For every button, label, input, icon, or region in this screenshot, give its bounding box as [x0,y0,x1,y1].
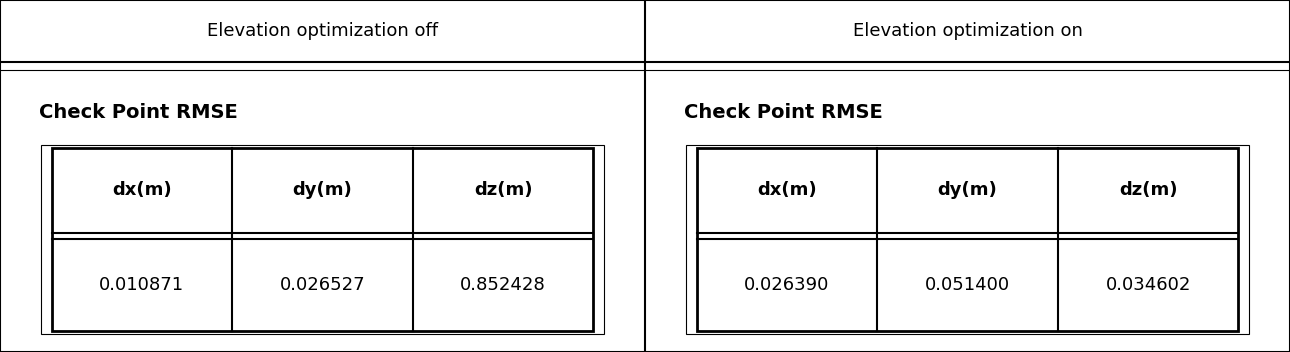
Text: Elevation optimization on: Elevation optimization on [853,22,1082,40]
Text: dx(m): dx(m) [112,181,172,199]
Text: Check Point RMSE: Check Point RMSE [684,103,882,122]
Text: dz(m): dz(m) [1118,181,1178,199]
Bar [697,148,1238,331]
Text: 0.010871: 0.010871 [99,276,184,294]
Bar [686,145,1249,334]
Text: dx(m): dx(m) [757,181,817,199]
Text: dy(m): dy(m) [293,181,352,199]
Text: 0.026527: 0.026527 [280,276,365,294]
Text: Check Point RMSE: Check Point RMSE [39,103,237,122]
Text: Elevation optimization off: Elevation optimization off [206,22,439,40]
Bar [52,148,593,331]
Text: 0.051400: 0.051400 [925,276,1010,294]
Text: 0.852428: 0.852428 [461,276,546,294]
Text: 0.034602: 0.034602 [1106,276,1191,294]
Text: dz(m): dz(m) [473,181,533,199]
Text: 0.026390: 0.026390 [744,276,829,294]
Bar [41,145,604,334]
Text: dy(m): dy(m) [938,181,997,199]
